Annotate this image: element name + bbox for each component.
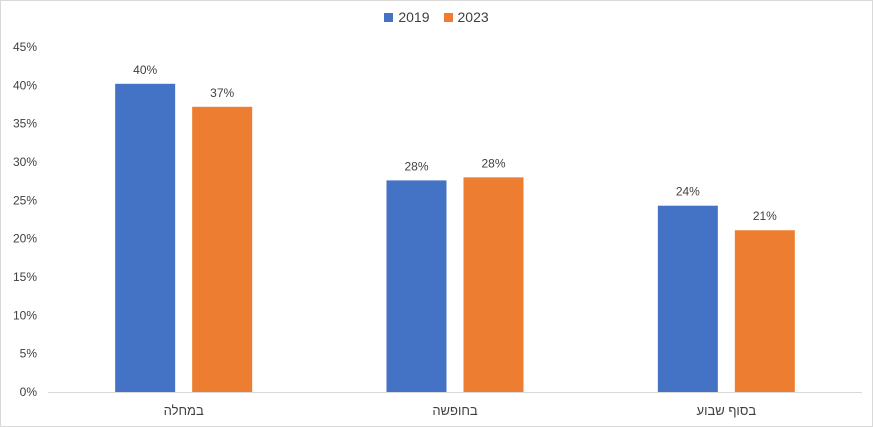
data-label: 40% [133, 63, 157, 77]
y-tick-label: 30% [13, 155, 37, 169]
y-tick-label: 5% [20, 347, 38, 361]
y-tick-label: 10% [13, 308, 37, 322]
legend-swatch-2019 [384, 12, 394, 22]
y-tick-label: 25% [13, 193, 37, 207]
y-tick-label: 35% [13, 117, 37, 131]
x-tick-label: במחלה [164, 403, 204, 418]
bar [657, 205, 718, 392]
x-tick-label: בחופשה [432, 403, 478, 418]
legend-item-2019: 2019 [384, 9, 430, 25]
legend-label-2023: 2023 [457, 9, 489, 25]
bar [386, 180, 447, 392]
bar [192, 106, 253, 393]
y-tick-label: 40% [13, 78, 37, 92]
x-tick-label: בסוף שבוע [697, 403, 757, 418]
y-tick-label: 0% [20, 385, 38, 399]
y-tick-label: 15% [13, 270, 37, 284]
legend-swatch-2023 [443, 12, 453, 22]
bar [115, 83, 176, 393]
y-tick-label: 20% [13, 232, 37, 246]
data-label: 28% [481, 156, 505, 170]
bar [734, 230, 795, 392]
bar [463, 177, 524, 392]
data-label: 24% [676, 185, 700, 199]
y-tick-label: 45% [13, 40, 37, 54]
data-label: 21% [753, 209, 777, 223]
legend: 2019 2023 [0, 9, 873, 25]
legend-item-2023: 2023 [443, 9, 489, 25]
data-label: 37% [210, 86, 234, 100]
legend-label-2019: 2019 [398, 9, 430, 25]
data-label: 28% [404, 159, 428, 173]
